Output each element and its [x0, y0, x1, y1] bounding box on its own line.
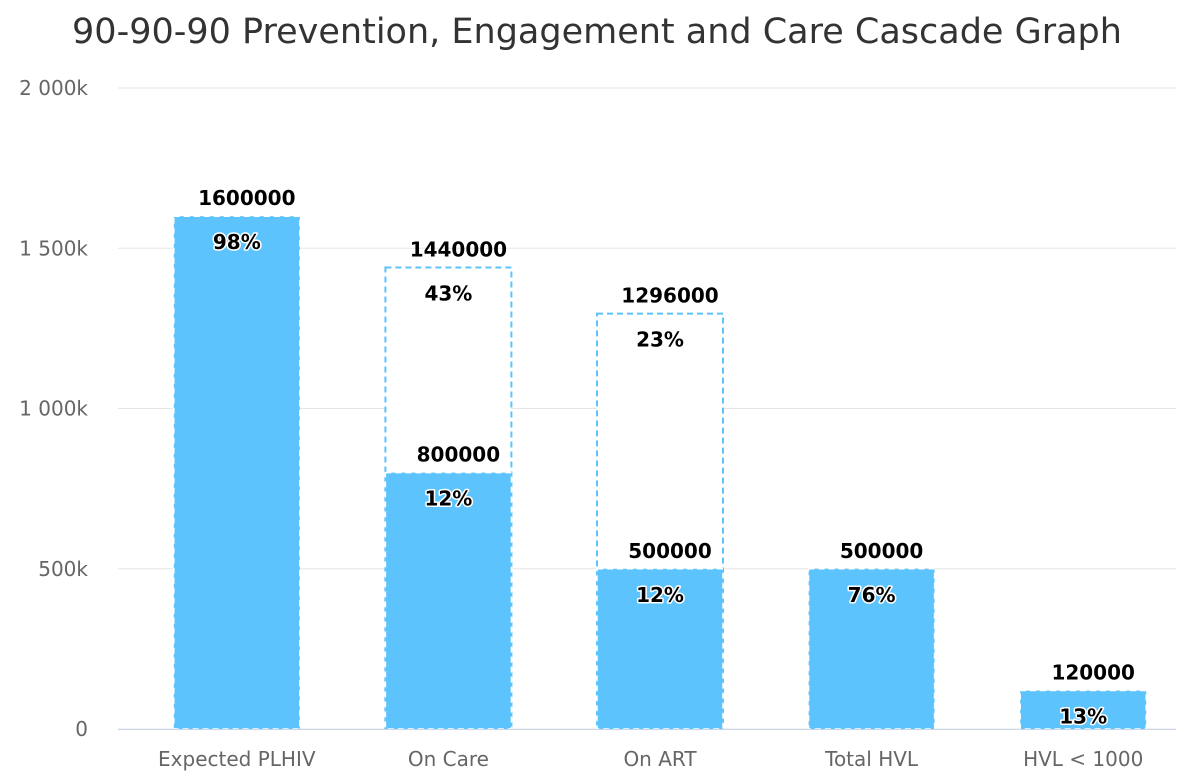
bar-percent-label: 12% [636, 583, 684, 607]
y-tick-label: 0 [75, 717, 88, 741]
bar-value-label: 800000 [417, 443, 501, 467]
actual-bar[interactable] [384, 471, 513, 730]
y-tick-label: 1 000k [19, 397, 88, 421]
bar-value-label: 500000 [840, 539, 924, 563]
y-tick-label: 1 500k [19, 236, 88, 260]
bar-percent-label: 12% [424, 487, 472, 511]
chart-title: 90-90-90 Prevention, Engagement and Care… [72, 12, 1122, 52]
actual-bar[interactable] [807, 568, 936, 730]
bar-percent-label: 98% [213, 230, 261, 254]
bars [173, 215, 1147, 730]
y-tick-label: 2 000k [19, 76, 88, 100]
actual-bar[interactable] [596, 568, 724, 730]
y-tick-label: 500k [38, 557, 88, 581]
actual-bar[interactable] [1019, 689, 1147, 730]
x-category-label: Total HVL [824, 747, 919, 771]
bar-percent-label: 13% [1059, 705, 1107, 729]
bar-percent-label: 76% [848, 583, 896, 607]
bar-percent-label: 43% [424, 281, 472, 305]
bar-value-label: 500000 [628, 539, 712, 563]
x-category-label: HVL < 1000 [1023, 747, 1143, 771]
bar-value-label: 1296000 [621, 284, 718, 308]
x-category-label: On ART [623, 747, 697, 771]
axes: 0 500k 1 000k 1 500k 2 000k Expected PLHIV On … [19, 76, 1176, 771]
actual-bar[interactable] [173, 215, 301, 730]
x-category-label: On Care [408, 747, 489, 771]
bar-value-label: 1440000 [410, 237, 507, 261]
bar-value-label: 120000 [1051, 661, 1135, 685]
bar-percent-label: 23% [636, 328, 684, 352]
x-category-label: Expected PLHIV [158, 747, 316, 771]
bar-value-label: 1600000 [198, 186, 295, 210]
data-labels: 1440000 43% 1296000 23% 1600000 98% 800000 12% 5… [198, 186, 1135, 730]
